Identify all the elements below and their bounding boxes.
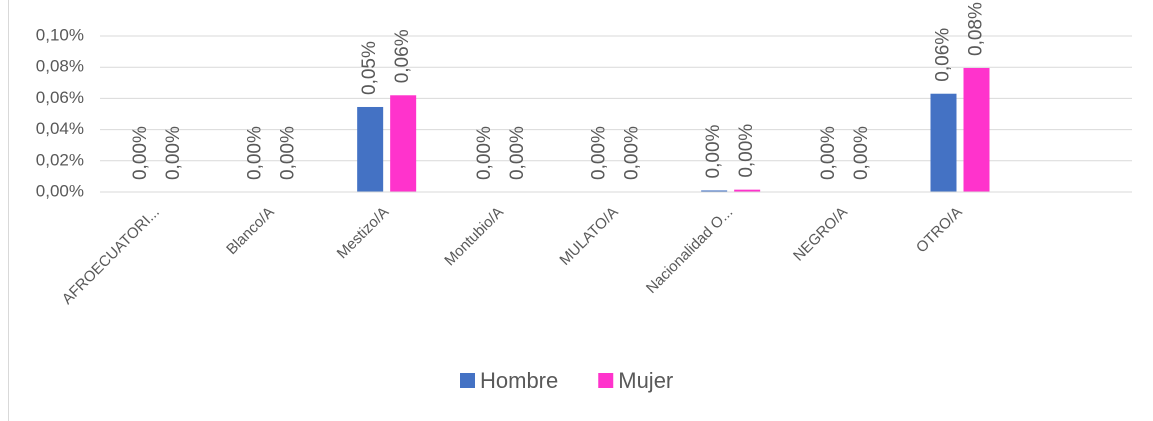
legend-label: Hombre [480,368,558,393]
x-tick-label: AFROECUATORI... [59,204,163,308]
x-tick-label: Mestizo/A [334,204,393,263]
data-label: 0,00% [163,126,184,180]
x-tick-label: MULATO/A [556,204,621,269]
data-label: 0,00% [851,126,872,180]
legend-swatch [598,373,614,388]
data-label: 0,06% [933,28,954,82]
data-label: 0,00% [130,126,151,180]
x-tick-label: OTRO/A [913,204,966,257]
data-label: 0,00% [507,126,528,180]
data-label: 0,00% [245,126,266,180]
y-tick-label: 0,06% [36,88,84,107]
bar [734,189,761,192]
data-label: 0,06% [392,29,413,83]
data-label: 0,08% [966,2,987,56]
data-label: 0,00% [278,126,299,180]
legend-swatch [460,373,475,388]
bar [390,95,417,192]
y-tick-label: 0,04% [36,119,84,138]
bar [930,93,957,192]
bar [357,106,384,192]
legend-label: Mujer [618,368,673,393]
y-tick-label: 0,00% [36,181,84,200]
data-label: 0,00% [703,124,724,178]
bar [701,190,728,192]
data-label: 0,00% [818,126,839,180]
x-tick-label: NEGRO/A [790,204,851,265]
y-tick-label: 0,02% [36,150,84,169]
x-tick-label: Blanco/A [223,204,277,258]
data-label: 0,05% [359,41,380,95]
x-tick-label: Nacionalidad O... [643,204,736,297]
y-tick-label: 0,10% [36,25,84,44]
bar [963,67,990,192]
data-label: 0,00% [736,124,757,178]
x-tick-label: Montubio/A [441,204,507,270]
y-tick-label: 0,08% [36,57,84,76]
data-label: 0,00% [474,126,495,180]
data-label: 0,00% [622,126,643,180]
data-label: 0,00% [589,126,610,180]
chart-frame [8,0,9,421]
